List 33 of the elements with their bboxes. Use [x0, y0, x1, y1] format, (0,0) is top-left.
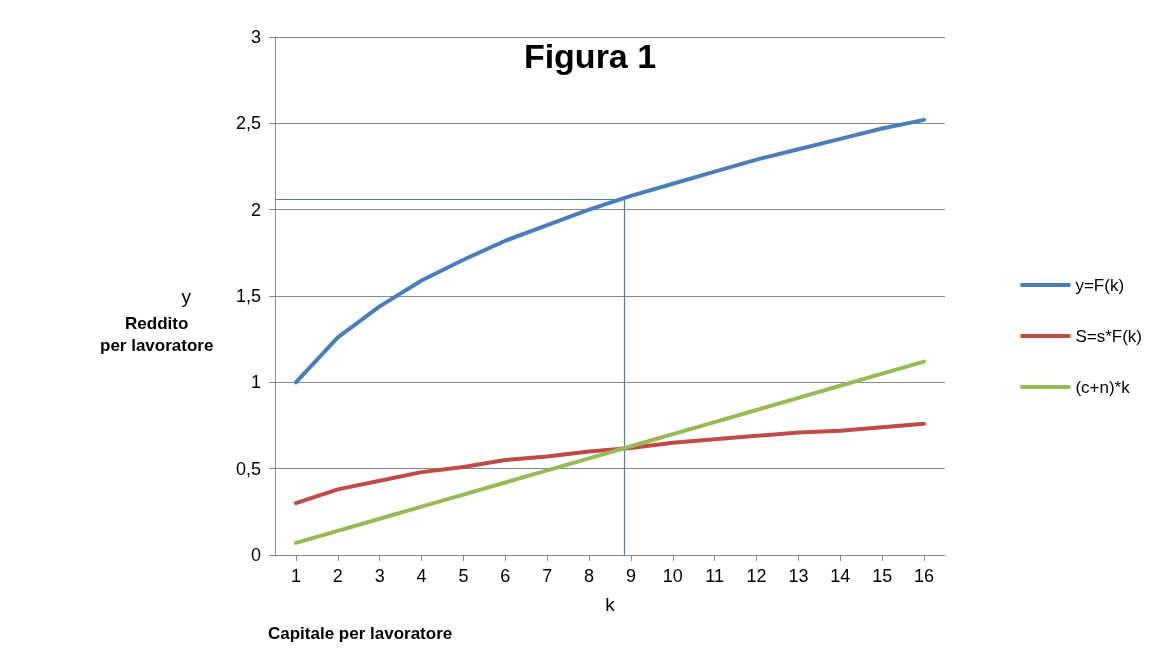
legend-label: S=s*F(k) — [1075, 326, 1142, 346]
x-tick-label: 4 — [416, 566, 427, 586]
legend-label: (c+n)*k — [1075, 377, 1131, 397]
x-tick-label: 12 — [746, 566, 767, 586]
y-tick-label: 0,5 — [235, 458, 261, 479]
y-axis-title: y — [181, 285, 192, 307]
x-tick-label: 6 — [500, 566, 511, 586]
x-tick-label: 5 — [458, 566, 469, 586]
y-tick-label: 0 — [250, 545, 261, 565]
x-tick-label: 11 — [705, 566, 725, 586]
x-axis-title: k — [605, 594, 616, 615]
x-tick-label: 15 — [872, 566, 893, 586]
legend-label: y=F(k) — [1075, 275, 1125, 295]
text: Capitale per lavoratore — [268, 623, 453, 643]
y-tick-label: 1 — [250, 372, 261, 393]
x-tick-label: 7 — [542, 566, 553, 586]
x-tick-label: 14 — [830, 566, 851, 586]
y-tick-label: 2 — [250, 199, 261, 220]
x-tick-label: 3 — [374, 566, 385, 586]
line-series — [293, 359, 927, 545]
x-tick-label: 13 — [788, 566, 809, 586]
x-tick-label: 2 — [332, 566, 343, 586]
x-tick-label: 16 — [914, 566, 935, 586]
text: Reddito per lavoratore — [99, 313, 214, 355]
x-tick-label: 9 — [625, 566, 636, 586]
line-series — [293, 421, 927, 506]
y-tick-label: 1,5 — [235, 286, 261, 306]
y-tick-label: 2,5 — [235, 113, 261, 134]
x-tick-label: 10 — [662, 566, 683, 586]
y-tick-label: 3 — [250, 27, 261, 47]
chart-title: Figura 1 — [523, 37, 657, 75]
x-tick-label: 1 — [290, 566, 301, 586]
x-tick-label: 8 — [584, 566, 595, 586]
